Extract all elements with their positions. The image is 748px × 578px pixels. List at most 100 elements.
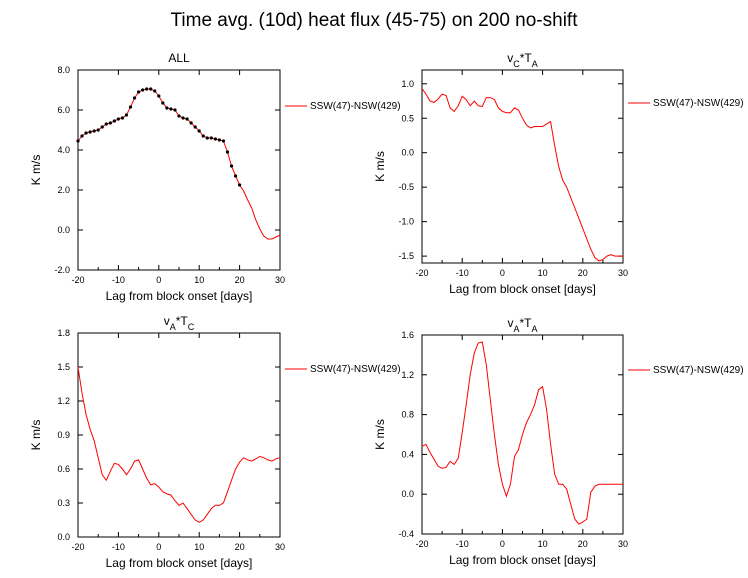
y-tick-label: 0.3 [57,498,70,508]
data-point-marker [157,94,161,98]
data-point-marker [169,107,173,111]
data-point-marker [100,125,104,129]
data-point-marker [76,139,80,143]
data-point-marker [149,87,153,91]
x-tick-label: -10 [112,275,125,285]
data-point-marker [161,101,165,105]
data-point-marker [165,106,169,110]
x-tick-label: -10 [456,268,469,278]
y-tick-label: -2.0 [54,265,70,275]
data-point-marker [141,88,145,92]
x-tick-label: 10 [194,275,204,285]
y-axis-label: K m/s [29,420,43,451]
legend-label: SSW(47)-NSW(429) [310,101,401,112]
data-point-marker [238,183,242,187]
y-tick-label: 1.5 [57,362,70,372]
y-tick-label: 1.0 [401,79,414,89]
y-tick-label: 0.0 [401,148,414,158]
data-point-marker [229,164,234,168]
x-tick-label: 0 [156,275,161,285]
data-point-marker [108,121,112,125]
data-point-marker [145,87,149,91]
y-tick-label: 2.0 [57,185,70,195]
legend-label: SSW(47)-NSW(429) [310,364,401,375]
legend-label: SSW(47)-NSW(429) [653,365,744,376]
x-tick-label: -10 [112,542,125,552]
y-tick-label: 0.0 [57,225,70,235]
x-tick-label: 10 [194,542,204,552]
chart-title: vC*TA [507,51,538,69]
y-tick-label: 0.4 [401,449,414,459]
y-tick-label: 1.8 [57,328,70,338]
x-tick-label: 20 [578,268,588,278]
y-tick-label: 8.0 [57,65,70,75]
x-tick-label: 30 [618,539,628,549]
data-point-marker [80,134,84,138]
y-tick-label: 0.5 [401,113,414,123]
x-axis-label: Lag from block onset [days] [449,282,596,296]
y-tick-label: 0.0 [401,489,414,499]
data-point-marker [225,150,230,154]
y-tick-label: 0.8 [401,410,414,420]
legend-label: SSW(47)-NSW(429) [653,98,744,109]
series-line [77,88,281,240]
x-tick-label: 30 [275,275,285,285]
x-tick-label: -20 [71,275,84,285]
y-tick-label: -0.5 [398,182,414,192]
data-point-marker [173,108,177,112]
data-point-marker [128,105,133,109]
y-tick-label: -1.0 [398,217,414,227]
x-axis-label: Lag from block onset [days] [449,553,596,567]
x-tick-label: -20 [415,539,428,549]
series-line [77,366,281,523]
data-point-marker [193,125,197,129]
data-point-marker [233,174,238,178]
x-tick-label: 0 [500,268,505,278]
data-point-marker [181,116,185,120]
series-line [421,341,623,525]
x-tick-label: 30 [618,268,628,278]
data-point-marker [189,121,193,125]
data-point-marker [92,129,96,133]
data-point-marker [84,131,88,135]
y-tick-label: 4.0 [57,145,70,155]
plot-frame [421,69,624,264]
data-point-marker [132,96,137,100]
chart-panel-va-tc: vA*TC -20 -10 0 10 20 30 0.0 0.3 0.6 0.9 1.2 1.5 1.8 L… [29,314,401,570]
page-title: Time avg. (10d) heat flux (45-75) on 200… [170,10,578,31]
data-point-marker [185,117,189,121]
data-point-marker [197,129,201,133]
x-tick-label: -10 [456,539,469,549]
y-tick-label: 0.0 [57,532,70,542]
data-point-marker [177,114,181,118]
series-line [421,88,623,262]
chart-title: vA*TC [164,314,195,332]
data-point-marker [137,90,141,94]
x-tick-label: 30 [275,542,285,552]
y-tick-label: -1.5 [398,251,414,261]
y-tick-label: 0.9 [57,430,70,440]
y-tick-label: 1.2 [401,370,414,380]
x-tick-label: 0 [156,542,161,552]
y-axis-label: K m/s [373,151,387,182]
y-tick-label: 1.2 [57,396,70,406]
y-tick-label: 6.0 [57,105,70,115]
x-tick-label: 20 [235,542,245,552]
data-point-marker [205,136,209,140]
chart-title: vA*TA [507,316,537,334]
chart-panel-vc-ta: vC*TA -20 -10 0 10 20 30 -1.5 -1.0 -0.5 0.0 0.5 1.0 L… [373,51,744,296]
chart-panel-va-ta: vA*TA -20 -10 0 10 20 30 -0.4 0.0 0.4 0.8 1.2 1.6 Lag… [373,316,744,567]
data-point-marker [112,119,116,123]
plot-frame [77,69,281,271]
chart-title: ALL [168,51,190,65]
y-tick-label: 1.6 [401,330,414,340]
x-tick-label: -20 [71,542,84,552]
x-tick-label: 10 [538,268,548,278]
y-tick-label: 0.6 [57,464,70,474]
data-point-marker [88,130,92,134]
data-point-marker [120,116,125,120]
x-axis-label: Lag from block onset [days] [106,289,253,303]
x-axis-label: Lag from block onset [days] [106,556,253,570]
data-point-marker [213,137,217,141]
x-tick-label: -20 [415,268,428,278]
